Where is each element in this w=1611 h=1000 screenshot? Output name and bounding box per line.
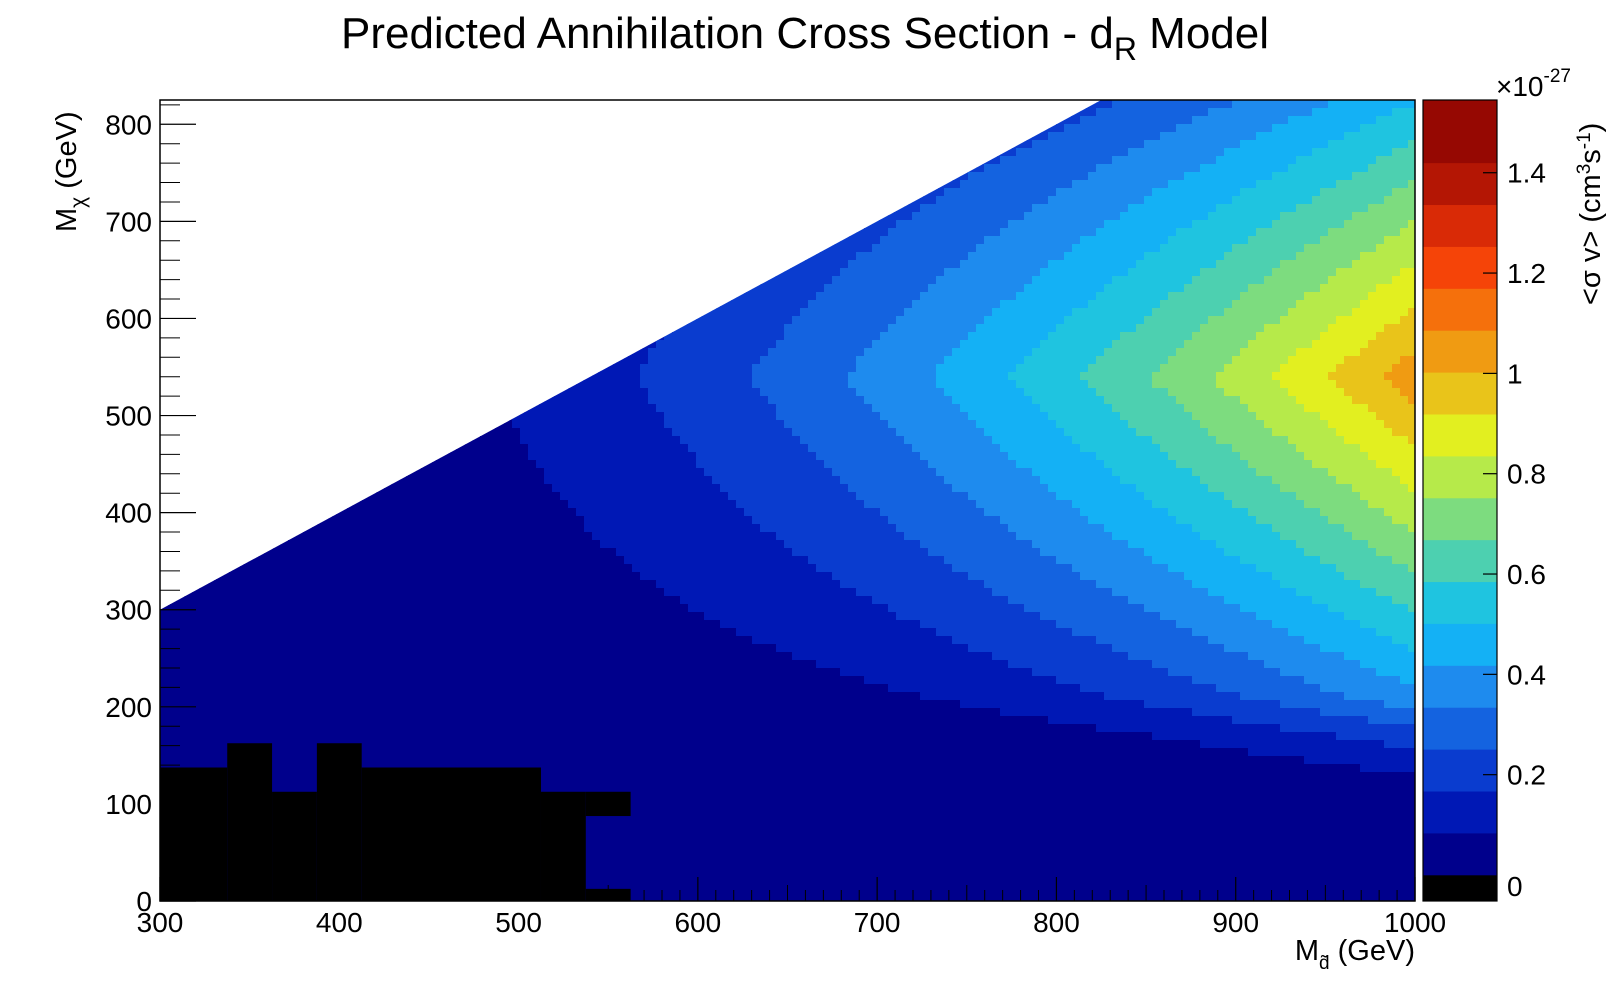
excluded-step-4 (361, 767, 541, 901)
x-tick-label: 800 (1033, 907, 1080, 938)
colorbar-band (1423, 162, 1497, 206)
colorbar-tick-label: 1 (1507, 358, 1523, 389)
colorbar-tick-label: 1.2 (1507, 258, 1546, 289)
colorbar-tick-label: 0.6 (1507, 559, 1546, 590)
colorbar-band (1423, 497, 1497, 541)
z-axis-title: <σ v> (cm3s-1) (1574, 123, 1607, 305)
x-tick-label: 400 (316, 907, 363, 938)
colorbar-band (1423, 246, 1497, 289)
excluded-step-0 (160, 767, 228, 901)
y-tick-label: 500 (105, 401, 152, 432)
colorbar-frame (1422, 99, 1498, 902)
excluded-step-5 (540, 791, 586, 901)
colorbar-band (1423, 706, 1497, 750)
plot-frame (159, 99, 1416, 902)
y-tick-label: 100 (105, 789, 152, 820)
x-tick-label: 900 (1212, 907, 1259, 938)
colorbar-band (1423, 204, 1497, 247)
colorbar-band (1423, 665, 1497, 708)
colorbar-band (1423, 371, 1497, 415)
colorbar-tick-label: 0.4 (1507, 659, 1546, 690)
colorbar-tick-label: 0 (1507, 871, 1523, 902)
y-axis-title: Mχ (GeV) (51, 111, 90, 232)
colorbar-zero-band (1423, 875, 1497, 901)
colorbar-band (1423, 832, 1497, 876)
colorbar-band (1423, 455, 1497, 499)
colorbar-tick-label: 1.4 (1507, 158, 1546, 189)
colorbar-band (1423, 100, 1497, 121)
x-tick-label: 300 (137, 907, 184, 938)
x-tick-label: 500 (495, 907, 542, 938)
colorbar-band (1423, 623, 1497, 666)
x-tick-label: 1000 (1384, 907, 1446, 938)
colorbar-band (1423, 581, 1497, 624)
colorbar-tick-label: 0.8 (1507, 459, 1546, 490)
y-tick-label: 700 (105, 206, 152, 237)
colorbar-band (1423, 288, 1497, 331)
color-scale: 0 0.2 0.4 0.6 0.8 1 1.2 1.4 (1422, 99, 1546, 902)
z-multiplier: ×10-27 (1496, 66, 1571, 102)
colorbar-band (1423, 329, 1497, 373)
colorbar-band (1423, 790, 1497, 834)
colorbar-band (1423, 748, 1497, 792)
y-tick-label: 600 (105, 303, 152, 334)
y-tick-label: 200 (105, 692, 152, 723)
colorbar-band (1423, 120, 1497, 164)
y-tick-label: 0 (136, 886, 152, 917)
excluded-step-1 (227, 743, 273, 901)
x-axis-title: Md̃ (GeV) (1295, 935, 1415, 974)
axes: 300 400 500 600 700 800 900 1000 0 100 200 300 400 50… (105, 104, 1446, 938)
y-tick-label: 800 (105, 109, 152, 140)
y-tick-label: 400 (105, 498, 152, 529)
colorbar-band (1423, 539, 1497, 583)
x-tick-label: 700 (854, 907, 901, 938)
excluded-extra-0 (585, 791, 631, 817)
chart-title: Predicted Annihilation Cross Section - d… (341, 9, 1269, 67)
excluded-step-2 (272, 791, 317, 901)
y-tick-label: 300 (105, 595, 152, 626)
excluded-region (160, 743, 631, 901)
x-tick-label: 600 (674, 907, 721, 938)
excluded-step-3 (316, 743, 362, 901)
colorbar-tick-label: 0.2 (1507, 760, 1546, 791)
colorbar-band (1423, 413, 1497, 457)
